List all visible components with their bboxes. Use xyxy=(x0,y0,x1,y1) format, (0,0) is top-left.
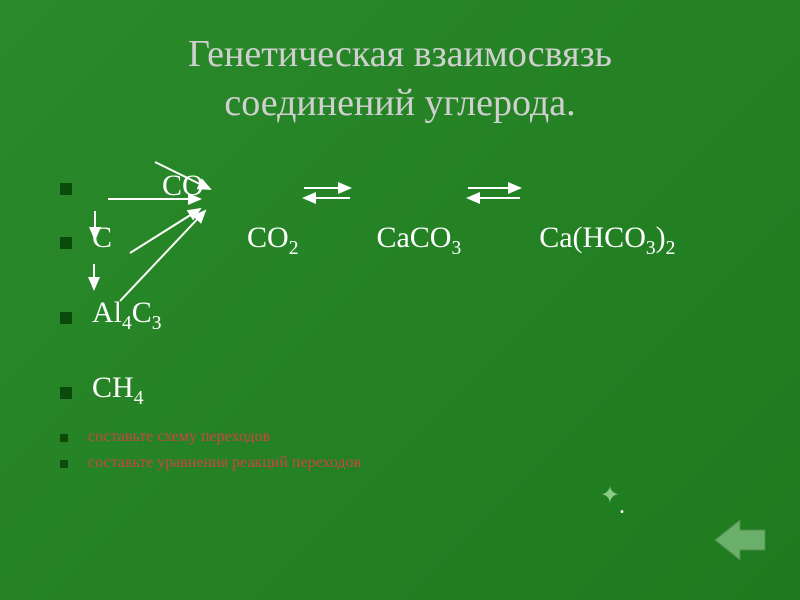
slide-title: Генетическая взаимосвязь соединений угле… xyxy=(0,0,800,129)
formula-co2: CO2 xyxy=(247,221,298,260)
formula-caco3: CaCO3 xyxy=(376,221,461,260)
bullet-row-co: CO xyxy=(60,169,740,203)
instruction-2: составьте уравнения реакций переходов xyxy=(88,454,361,472)
nav-star-icon[interactable]: ✦ xyxy=(600,481,620,510)
bullet-row-ch4: CH4 xyxy=(60,371,740,410)
formula-cahco3: Ca(HCO3)2 xyxy=(539,221,675,260)
title-line-1: Генетическая взаимосвязь xyxy=(188,33,612,75)
formula-co: CO xyxy=(162,169,204,203)
title-line-2: соединений углерода. xyxy=(224,82,575,124)
bullet-row-al4c3: Al4C3 xyxy=(60,296,740,335)
bullet-icon xyxy=(60,460,68,468)
bullet-icon xyxy=(60,183,72,195)
bullet-row-red2: составьте уравнения реакций переходов xyxy=(60,454,740,472)
bullet-row-red1: составьте схему переходов xyxy=(60,428,740,446)
nav-back-arrow[interactable] xyxy=(710,515,770,570)
bullet-icon xyxy=(60,312,72,324)
bullet-icon xyxy=(60,237,72,249)
formula-al4c3: Al4C3 xyxy=(92,296,162,335)
bullet-row-main: C CO2 CaCO3 Ca(HCO3)2 xyxy=(60,221,740,260)
instruction-1: составьте схему переходов xyxy=(88,428,270,446)
formula-c: C xyxy=(92,221,112,255)
bullet-icon xyxy=(60,434,68,442)
slide-content: CO C CO2 CaCO3 Ca(HCO3)2 Al4C3 CH4 соста… xyxy=(0,129,800,472)
formula-ch4: CH4 xyxy=(92,371,143,410)
bullet-icon xyxy=(60,387,72,399)
nav-dot: . xyxy=(619,493,625,520)
